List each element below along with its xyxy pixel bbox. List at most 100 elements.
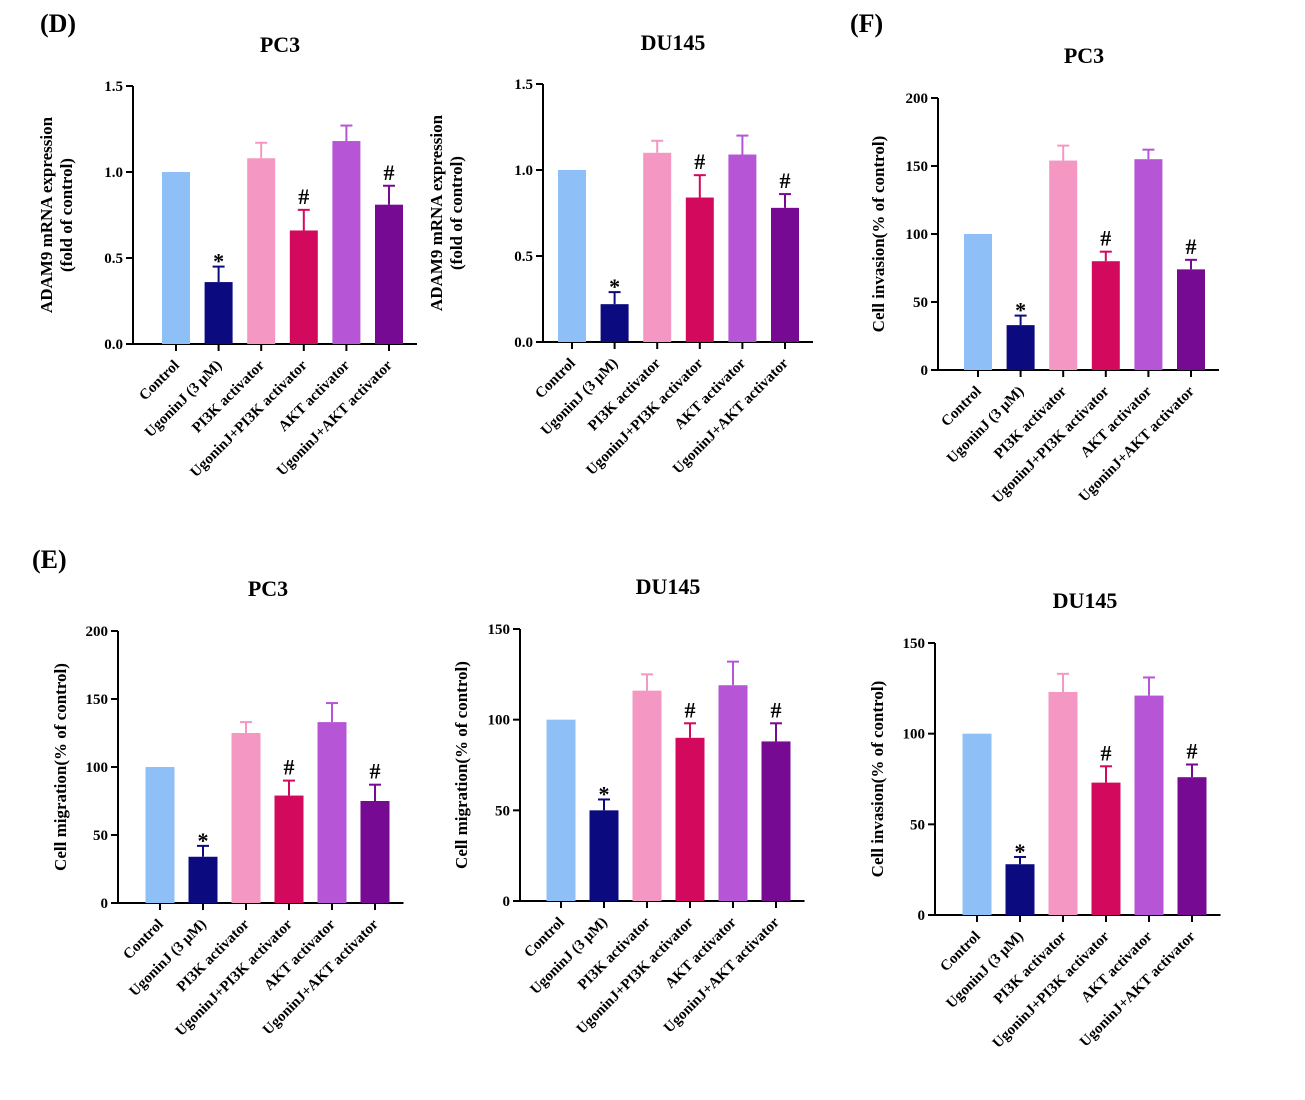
significance-mark: * [213,249,224,274]
y-tick-label: 200 [906,91,929,107]
y-tick-label: 0 [503,894,511,910]
y-tick-label: 150 [903,636,926,652]
chart-title: PC3 [1064,43,1104,68]
chart-title: PC3 [248,576,288,601]
significance-mark: * [198,828,209,853]
bar [718,685,748,901]
chart-6: DU145 Cell invasion(% of control) 0 50 100 15… [868,588,1221,1052]
x-category-label: UgoninJ (3 μM) [528,915,611,998]
bar [962,733,992,915]
y-tick-label: 50 [913,295,928,311]
bar [289,230,318,344]
y-tick-label: 1.5 [514,77,533,93]
y-tick-label: 100 [903,727,926,743]
chart-title: PC3 [260,32,300,57]
bar [675,737,705,901]
y-axis-label: Cell invasion(% of control) [869,136,888,333]
y-tick-label: 1.0 [514,163,533,179]
significance-mark: # [1187,738,1198,763]
bar [162,172,190,344]
bar [771,207,799,342]
y-axis-label: Cell migration(% of control) [51,663,70,871]
y-tick-label: 0.5 [514,249,533,265]
y-tick-label: 50 [93,828,108,844]
x-category-label: UgoninJ (3 μM) [538,356,621,439]
y-tick-label: 200 [86,624,109,640]
y-tick-label: 0 [918,908,926,924]
y-tick-label: 150 [906,159,929,175]
bar [1006,325,1035,370]
panel-label-d: (D) [40,9,76,38]
y-axis-label: Cell migration(% of control) [452,661,471,869]
significance-mark: # [1186,234,1197,259]
bar [546,719,576,901]
y-tick-label: 150 [86,692,109,708]
y-axis-label: ADAM9 mRNA expression [37,116,56,313]
significance-mark: * [609,274,620,299]
bar [332,141,361,344]
significance-mark: * [599,781,610,806]
y-tick-label: 50 [495,803,510,819]
panel-label-e: (E) [32,545,67,574]
bar [274,795,304,903]
bar [643,152,672,342]
significance-mark: # [284,755,295,780]
y-axis-label: (fold of control) [57,158,76,272]
bar [589,810,619,901]
x-category-label: UgoninJ (3 μM) [142,358,225,441]
significance-mark: # [384,160,395,185]
y-tick-label: 100 [86,760,109,776]
bar [231,733,261,903]
bar [1091,261,1120,370]
y-axis-label: (fold of control) [447,156,466,270]
bar [247,158,276,344]
bar [558,170,586,342]
y-tick-label: 0 [921,363,929,379]
significance-mark: * [1015,839,1026,864]
bar [360,801,390,903]
y-tick-label: 1.0 [104,165,123,181]
x-category-label: UgoninJ (3 μM) [944,384,1027,467]
bar [1091,782,1121,915]
significance-mark: # [694,149,705,174]
y-tick-label: 0 [101,896,109,912]
significance-mark: # [298,184,309,209]
y-tick-label: 1.5 [104,79,123,95]
chart-5: DU145 Cell migration(% of control) 0 50 100 1… [452,574,805,1038]
chart-3: PC3 Cell invasion(% of control) 0 50 100 150 2… [869,43,1219,507]
y-tick-label: 150 [488,622,511,638]
bar [1134,159,1163,370]
y-axis-label: Cell invasion(% of control) [868,681,887,878]
bar [375,204,403,344]
chart-2: DU145 ADAM9 mRNA expression (fold of contr… [427,30,813,479]
bar [600,304,629,342]
chart-title: DU145 [1053,588,1118,613]
y-tick-label: 0.5 [104,251,123,267]
bar [1048,691,1078,915]
bar [964,234,992,370]
bar [1134,695,1164,915]
x-category-label: UgoninJ (3 μM) [944,929,1027,1012]
bar [761,741,791,901]
bar [1177,777,1207,915]
x-category-label: UgoninJ (3 μM) [127,917,210,1000]
chart-title: DU145 [641,30,706,55]
y-axis-label: ADAM9 mRNA expression [427,114,446,311]
y-tick-label: 0.0 [514,335,533,351]
significance-mark: # [370,759,381,784]
significance-mark: # [771,697,782,722]
bar [728,154,757,342]
bar [188,856,218,903]
significance-mark: # [780,168,791,193]
bar [204,282,233,344]
bar [632,690,662,901]
bar [1005,864,1035,915]
significance-mark: # [1101,740,1112,765]
significance-mark: # [1100,226,1111,251]
bar [1177,269,1205,370]
chart-4: PC3 Cell migration(% of control) 0 50 100 150… [51,576,404,1040]
y-tick-label: 100 [488,713,511,729]
bar [1049,160,1078,370]
